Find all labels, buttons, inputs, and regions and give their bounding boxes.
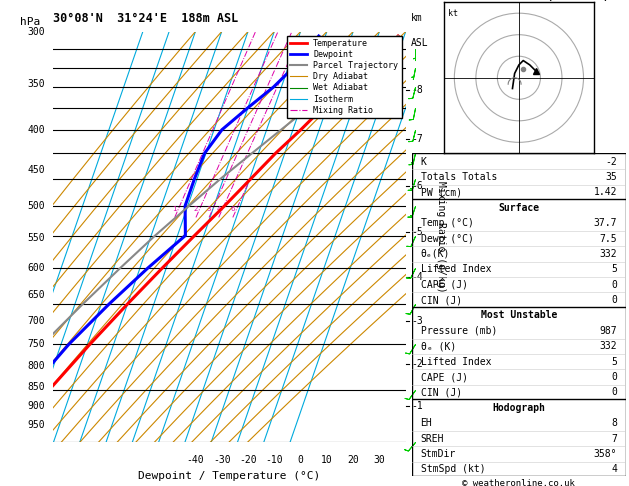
Text: Totals Totals: Totals Totals — [421, 172, 497, 182]
Text: 0: 0 — [611, 279, 617, 290]
Text: 550: 550 — [27, 233, 45, 243]
Text: 3: 3 — [207, 207, 211, 212]
Text: 700: 700 — [27, 315, 45, 326]
Text: Dewp (°C): Dewp (°C) — [421, 233, 474, 243]
Text: -4: -4 — [412, 272, 423, 282]
Text: Temp (°C): Temp (°C) — [421, 218, 474, 228]
Text: 350: 350 — [27, 79, 45, 89]
Text: K: K — [421, 156, 426, 167]
Text: StmDir: StmDir — [421, 449, 456, 459]
Text: Mixing Ratio (g/kg): Mixing Ratio (g/kg) — [436, 181, 446, 293]
Text: -6: -6 — [412, 181, 423, 191]
Text: 500: 500 — [27, 201, 45, 211]
Text: Hodograph: Hodograph — [493, 403, 545, 413]
Text: 30°08'N  31°24'E  188m ASL: 30°08'N 31°24'E 188m ASL — [53, 13, 239, 25]
Text: 7: 7 — [611, 434, 617, 444]
Text: 6: 6 — [231, 207, 235, 212]
Text: -30: -30 — [213, 454, 230, 465]
Text: -20: -20 — [239, 454, 257, 465]
Text: 30: 30 — [374, 454, 386, 465]
Text: ASL: ASL — [411, 38, 428, 48]
Text: 06.06.2024  18GMT  (Base: 18): 06.06.2024 18GMT (Base: 18) — [428, 0, 610, 1]
Text: Lifted Index: Lifted Index — [421, 357, 491, 366]
Text: Dewpoint / Temperature (°C): Dewpoint / Temperature (°C) — [138, 471, 321, 481]
Text: -2: -2 — [606, 156, 617, 167]
Text: 450: 450 — [27, 165, 45, 175]
Text: EH: EH — [421, 418, 432, 428]
Text: 987: 987 — [599, 326, 617, 336]
Text: 300: 300 — [27, 27, 45, 36]
Text: CIN (J): CIN (J) — [421, 387, 462, 398]
Text: 650: 650 — [27, 290, 45, 300]
Text: Pressure (mb): Pressure (mb) — [421, 326, 497, 336]
Text: km: km — [411, 14, 423, 23]
Text: 400: 400 — [27, 125, 45, 135]
Text: CIN (J): CIN (J) — [421, 295, 462, 305]
Text: CAPE (J): CAPE (J) — [421, 279, 467, 290]
Text: Lifted Index: Lifted Index — [421, 264, 491, 274]
Text: kt: kt — [448, 9, 458, 18]
Text: 5: 5 — [611, 264, 617, 274]
Text: 7.5: 7.5 — [599, 233, 617, 243]
Text: 800: 800 — [27, 361, 45, 371]
Text: 37.7: 37.7 — [594, 218, 617, 228]
Text: -40: -40 — [187, 454, 204, 465]
Text: 0: 0 — [611, 372, 617, 382]
Text: 750: 750 — [27, 339, 45, 349]
Text: θₑ(K): θₑ(K) — [421, 249, 450, 259]
Text: 10: 10 — [321, 454, 333, 465]
Text: StmSpd (kt): StmSpd (kt) — [421, 464, 485, 474]
Text: Surface: Surface — [498, 203, 540, 213]
Text: -3: -3 — [412, 316, 423, 326]
Text: 5: 5 — [611, 357, 617, 366]
Text: CAPE (J): CAPE (J) — [421, 372, 467, 382]
Text: 850: 850 — [27, 382, 45, 392]
Text: -5: -5 — [412, 227, 423, 237]
Text: θₑ (K): θₑ (K) — [421, 341, 456, 351]
Text: 1.42: 1.42 — [594, 187, 617, 197]
Text: 35: 35 — [606, 172, 617, 182]
Text: -7: -7 — [412, 134, 423, 144]
Text: 900: 900 — [27, 401, 45, 411]
Text: -10: -10 — [265, 454, 283, 465]
Text: 8: 8 — [611, 418, 617, 428]
Text: 4: 4 — [611, 464, 617, 474]
Text: 0: 0 — [611, 295, 617, 305]
Text: 950: 950 — [27, 420, 45, 430]
Text: 20: 20 — [347, 454, 359, 465]
Legend: Temperature, Dewpoint, Parcel Trajectory, Dry Adiabat, Wet Adiabat, Isotherm, Mi: Temperature, Dewpoint, Parcel Trajectory… — [287, 36, 401, 118]
Text: SREH: SREH — [421, 434, 444, 444]
Text: 1: 1 — [172, 207, 177, 212]
Text: -8: -8 — [412, 85, 423, 95]
Text: PW (cm): PW (cm) — [421, 187, 462, 197]
Text: 0: 0 — [298, 454, 304, 465]
Text: 0: 0 — [611, 387, 617, 398]
Text: 358°: 358° — [594, 449, 617, 459]
Text: -1: -1 — [412, 401, 423, 411]
Text: Most Unstable: Most Unstable — [481, 311, 557, 320]
Text: -2: -2 — [412, 359, 423, 369]
Text: 332: 332 — [599, 341, 617, 351]
Text: 600: 600 — [27, 263, 45, 273]
Text: © weatheronline.co.uk: © weatheronline.co.uk — [462, 479, 576, 486]
Text: 332: 332 — [599, 249, 617, 259]
Text: 4: 4 — [216, 207, 221, 212]
Text: hPa: hPa — [21, 17, 41, 28]
Text: 2: 2 — [194, 207, 198, 212]
